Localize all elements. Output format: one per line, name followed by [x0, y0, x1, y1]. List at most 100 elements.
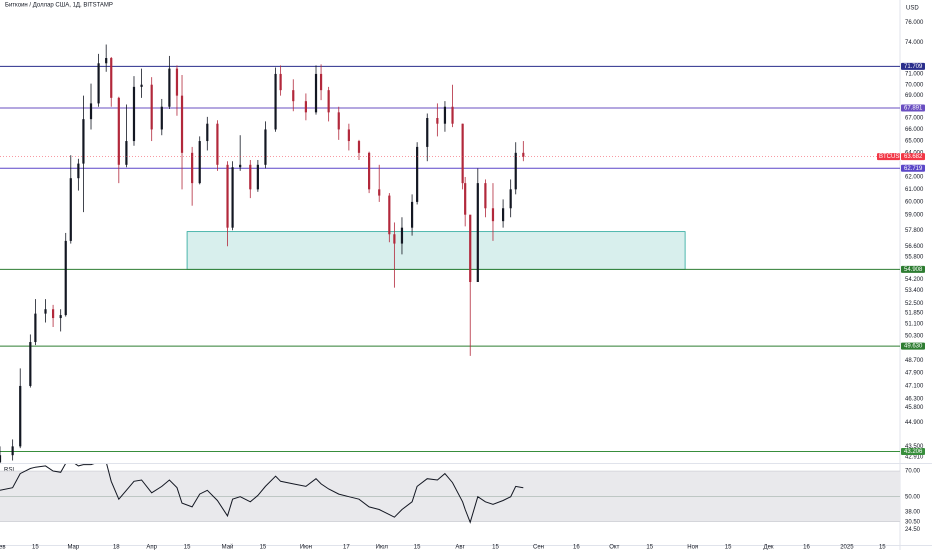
- candle-body: [44, 309, 47, 314]
- candle-body: [125, 141, 128, 165]
- time-tick-label: Дек: [764, 545, 774, 550]
- level-tag: [901, 104, 925, 112]
- currency-label: USD: [906, 6, 919, 12]
- price-tick-label: 69.000: [905, 93, 924, 99]
- candle-body: [416, 146, 419, 202]
- chart-title: Биткоин / Доллар США, 1Д, BITSTAMP: [5, 3, 113, 9]
- rsi-band: [0, 471, 900, 522]
- candle-body: [59, 315, 62, 319]
- level-tag: [901, 448, 925, 456]
- level-tag-label: 49.630: [904, 344, 923, 350]
- candle-body: [206, 123, 209, 142]
- candle-body: [191, 152, 194, 184]
- candle-body: [426, 118, 429, 147]
- candle-body: [514, 152, 517, 190]
- time-tick-label: 17: [343, 545, 350, 550]
- candle-body: [368, 152, 371, 190]
- price-tick-label: 44.900: [905, 420, 924, 426]
- candle-body: [239, 164, 242, 168]
- price-tick-label: 62.000: [905, 175, 924, 181]
- rsi-tick-label: 30.50: [905, 519, 921, 525]
- candle-body: [249, 164, 252, 190]
- time-tick-label: Апр: [146, 545, 157, 550]
- last-price-tag: [901, 153, 925, 161]
- candle-body: [105, 58, 108, 64]
- time-tick-label: 18: [113, 545, 120, 550]
- candle-body: [256, 164, 259, 190]
- candle-body: [469, 214, 472, 283]
- time-tick-label: 15: [32, 545, 39, 550]
- candle-body: [393, 234, 396, 244]
- candle-body: [226, 164, 229, 228]
- time-tick-label: 16: [573, 545, 580, 550]
- candle-body: [231, 167, 234, 228]
- candle-body: [464, 183, 467, 215]
- candle-body: [140, 84, 143, 87]
- price-tick-label: 54.200: [905, 277, 924, 283]
- price-tick-label: 48.700: [905, 358, 924, 364]
- time-tick-label: 15: [646, 545, 653, 550]
- candle-body: [436, 118, 439, 124]
- price-pane: [0, 44, 900, 463]
- price-tick-label: 66.000: [905, 127, 924, 133]
- time-tick-label: Ноя: [687, 545, 698, 550]
- price-tick-label: 53.400: [905, 288, 924, 294]
- candle-body: [198, 141, 201, 184]
- price-tick-label: 51.850: [905, 310, 924, 316]
- candle-body: [160, 106, 163, 130]
- candle-body: [77, 163, 80, 179]
- time-tick-label: Сен: [533, 545, 544, 550]
- rsi-tick-label: 24.50: [905, 527, 921, 533]
- candle-body: [509, 189, 512, 209]
- rsi-tick-label: 50.00: [905, 494, 921, 500]
- time-tick-label: 15: [260, 545, 267, 550]
- candle-body: [451, 106, 454, 124]
- level-tag: [901, 342, 925, 350]
- price-tick-label: 61.000: [905, 187, 924, 193]
- candle-body: [400, 227, 404, 244]
- level-tag: [901, 265, 925, 273]
- rsi-pane: [0, 464, 900, 524]
- time-tick-label: 16: [803, 545, 810, 550]
- time-tick-label: Июн: [300, 545, 312, 550]
- price-tick-label: 59.000: [905, 212, 924, 218]
- price-tick-label: 56.600: [905, 244, 924, 250]
- candle-body: [378, 189, 381, 196]
- time-tick-label: Май: [222, 544, 234, 550]
- time-tick-label: 2025: [840, 545, 854, 550]
- candle-body: [522, 152, 525, 157]
- price-tick-label: 55.800: [905, 255, 924, 261]
- candle-body: [501, 208, 505, 222]
- candle-body: [0, 455, 2, 463]
- candle-body: [461, 123, 464, 184]
- price-tick-label: 52.500: [905, 301, 924, 307]
- candle-body: [274, 73, 277, 130]
- candle-body: [64, 240, 67, 316]
- time-tick-label: Мар: [67, 545, 79, 550]
- price-tick-label: 76.000: [905, 20, 924, 26]
- rsi-tick-label: 70.00: [905, 469, 921, 475]
- level-tag: [901, 62, 925, 70]
- candle-body: [292, 90, 295, 102]
- candle-body: [410, 201, 414, 228]
- time-tick-label: 15: [725, 545, 732, 550]
- price-tick-label: 46.300: [905, 397, 924, 403]
- price-tick-label: 65.000: [905, 139, 924, 145]
- level-tag-label: 54.908: [904, 267, 923, 273]
- candle-body: [443, 106, 447, 124]
- level-tag-label: 67.891: [904, 106, 923, 112]
- candle-body: [484, 183, 487, 209]
- symbol-tag-label: BTCUSD: [879, 154, 904, 160]
- candle-body: [337, 112, 340, 130]
- time-tick-label: 15: [492, 545, 499, 550]
- candle-body: [476, 183, 479, 283]
- candle-body: [132, 86, 136, 142]
- price-tick-label: 57.800: [905, 228, 924, 234]
- price-tick-label: 47.100: [905, 384, 924, 390]
- candle-body: [327, 90, 330, 113]
- candle-body: [51, 309, 55, 319]
- rsi-line: [0, 464, 524, 524]
- price-tick-label: 70.000: [905, 82, 924, 88]
- candle-body: [264, 129, 267, 165]
